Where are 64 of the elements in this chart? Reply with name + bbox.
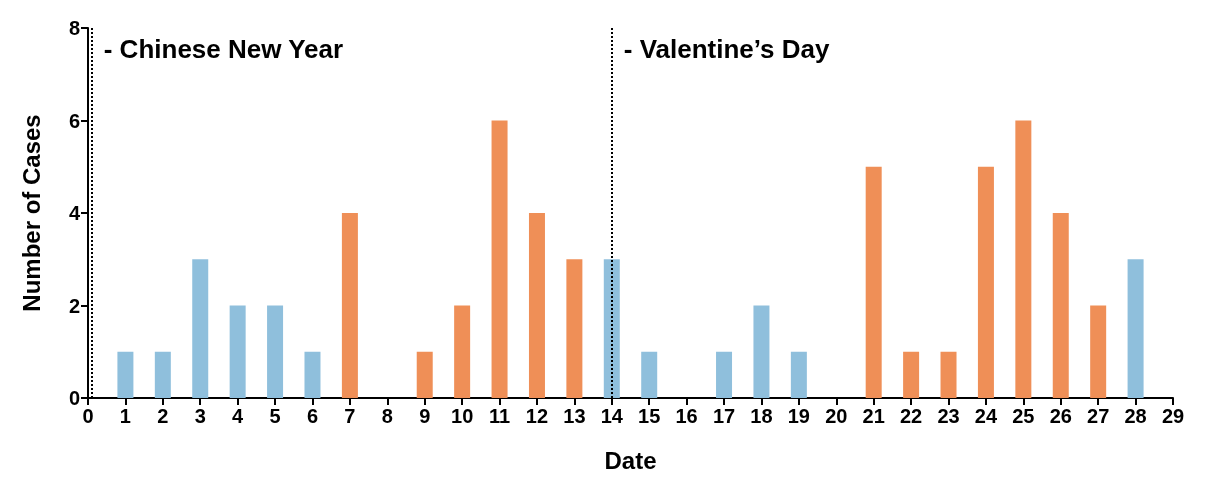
y-tick-label: 8 bbox=[68, 17, 80, 39]
x-tick-label: 9 bbox=[419, 405, 431, 427]
bar bbox=[603, 259, 620, 398]
bar bbox=[1052, 213, 1069, 398]
x-tick-label: 15 bbox=[638, 405, 661, 427]
x-tick-label: 5 bbox=[269, 405, 281, 427]
x-tick-label: 1 bbox=[119, 405, 131, 427]
x-tick-label: 23 bbox=[937, 405, 960, 427]
bar bbox=[454, 305, 471, 398]
x-tick-label: 28 bbox=[1124, 405, 1147, 427]
bar bbox=[790, 351, 807, 398]
bar bbox=[304, 351, 321, 398]
bar bbox=[267, 305, 284, 398]
bar bbox=[641, 351, 658, 398]
x-tick-label: 11 bbox=[488, 405, 511, 427]
ref-line-label: - Chinese New Year bbox=[103, 34, 344, 64]
x-tick-label: 17 bbox=[712, 405, 736, 427]
bar bbox=[1090, 305, 1107, 398]
x-tick-label: 13 bbox=[563, 405, 586, 427]
bar bbox=[1127, 259, 1144, 398]
bar bbox=[566, 259, 583, 398]
x-tick-label: 25 bbox=[1012, 405, 1035, 427]
bar bbox=[977, 166, 994, 398]
x-tick-label: 7 bbox=[344, 405, 356, 427]
x-tick-label: 22 bbox=[899, 405, 923, 427]
x-tick-label: 26 bbox=[1049, 405, 1072, 427]
bar bbox=[716, 351, 733, 398]
x-tick-label: 27 bbox=[1087, 405, 1110, 427]
x-tick-label: 3 bbox=[194, 405, 206, 427]
x-tick-label: 0 bbox=[82, 405, 94, 427]
x-tick-label: 4 bbox=[232, 405, 245, 427]
bar bbox=[229, 305, 246, 398]
bar bbox=[491, 120, 508, 398]
x-tick-label: 21 bbox=[862, 405, 885, 427]
ref-line-label: - Valentine’s Day bbox=[623, 34, 831, 64]
y-tick-label: 6 bbox=[68, 109, 80, 132]
y-tick-label: 0 bbox=[68, 387, 80, 409]
bar bbox=[1015, 120, 1032, 398]
x-tick-label: 20 bbox=[825, 405, 848, 427]
x-tick-label: 8 bbox=[381, 405, 393, 427]
x-tick-label: 24 bbox=[974, 405, 998, 427]
bar bbox=[117, 351, 134, 398]
bar bbox=[192, 259, 209, 398]
y-axis-title: Number of Cases bbox=[17, 114, 45, 312]
bar bbox=[865, 166, 882, 398]
bar bbox=[416, 351, 433, 398]
x-axis-title: Date bbox=[604, 446, 657, 474]
bar bbox=[341, 213, 358, 398]
x-tick-label: 12 bbox=[525, 405, 549, 427]
bar bbox=[903, 351, 920, 398]
y-tick-label: 4 bbox=[68, 202, 81, 224]
bar bbox=[940, 351, 957, 398]
x-tick-label: 29 bbox=[1161, 405, 1185, 427]
x-tick-label: 16 bbox=[675, 405, 698, 427]
bar bbox=[154, 351, 171, 398]
x-tick-label: 19 bbox=[787, 405, 810, 427]
bar bbox=[528, 213, 545, 398]
x-tick-label: 2 bbox=[157, 405, 169, 427]
x-tick-label: 6 bbox=[306, 405, 319, 427]
bar bbox=[753, 305, 770, 398]
x-tick-label: 18 bbox=[750, 405, 773, 427]
x-tick-label: 10 bbox=[451, 405, 474, 427]
y-tick-label: 2 bbox=[68, 294, 80, 317]
x-tick-label: 14 bbox=[600, 405, 624, 427]
